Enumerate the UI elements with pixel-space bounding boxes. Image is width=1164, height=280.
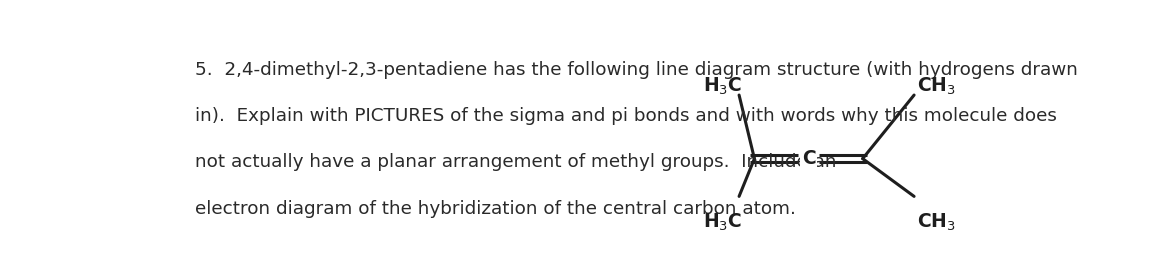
Text: H$_3$C: H$_3$C: [703, 76, 743, 97]
Text: CH$_3$: CH$_3$: [917, 212, 956, 233]
Text: in).  Explain with PICTURES of the sigma and pi bonds and with words why this mo: in). Explain with PICTURES of the sigma …: [196, 107, 1057, 125]
Text: C: C: [802, 149, 816, 168]
Text: CH$_3$: CH$_3$: [917, 76, 956, 97]
Text: electron diagram of the hybridization of the central carbon atom.: electron diagram of the hybridization of…: [196, 200, 796, 218]
Text: not actually have a planar arrangement of methyl groups.  Include an: not actually have a planar arrangement o…: [196, 153, 837, 171]
Text: 5.  2,4-dimethyl-2,3-pentadiene has the following line diagram structure (with h: 5. 2,4-dimethyl-2,3-pentadiene has the f…: [196, 60, 1078, 79]
Text: H$_3$C: H$_3$C: [703, 212, 743, 233]
